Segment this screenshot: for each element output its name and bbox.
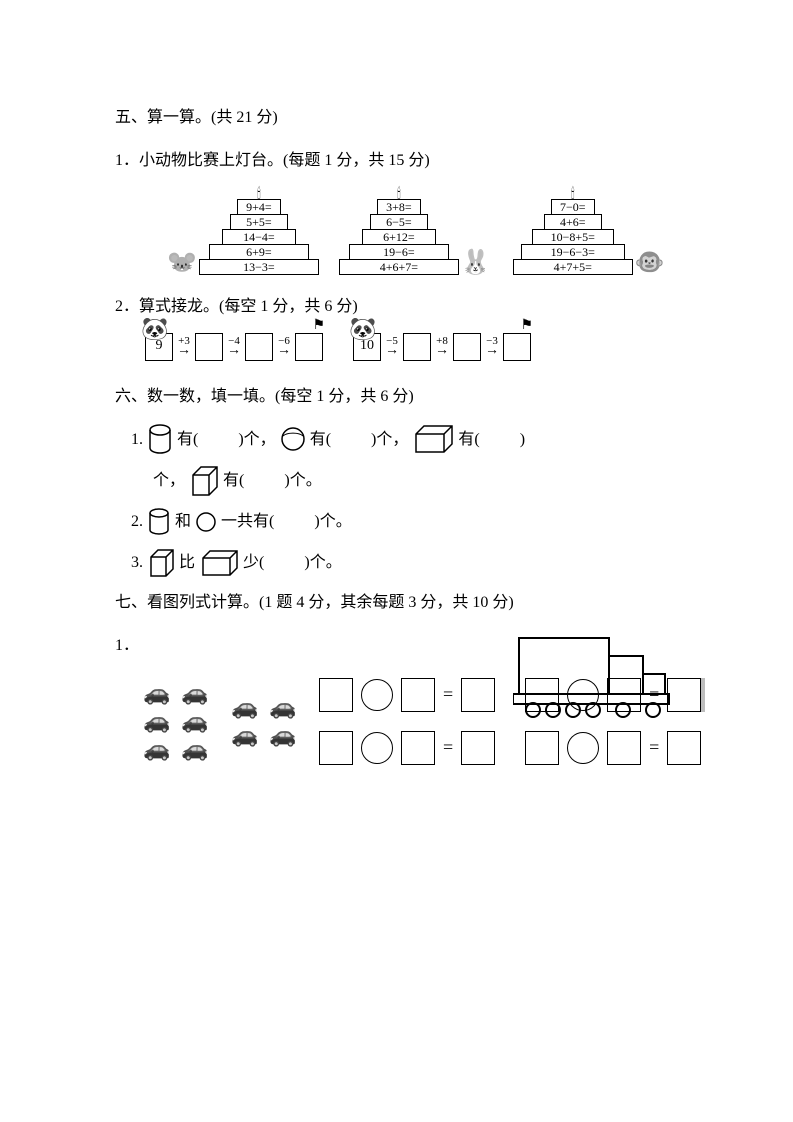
eq-blank[interactable] (667, 731, 701, 765)
flag-icon: ⚑ (312, 311, 325, 342)
blank[interactable] (202, 422, 234, 457)
car-group-2: 🚗 🚗 🚗 🚗 (231, 696, 301, 746)
car-icon: 🚗 (181, 738, 213, 760)
eq-blank[interactable] (461, 731, 495, 765)
panda-icon: 🐼 (141, 305, 168, 353)
text: 和 (175, 504, 191, 539)
q6-2-num: 2. (131, 504, 143, 539)
car-group-1: 🚗 🚗 🚗 🚗 🚗 🚗 (143, 682, 213, 760)
p3-s5: 4+7+5= (513, 259, 633, 275)
pyramid-3: 🕯 7−0= 4+6= 10−8+5= 19−6−3= 4+7+5= (513, 188, 633, 275)
cylinder-icon (147, 508, 171, 536)
p2-s5: 4+6+7= (339, 259, 459, 275)
q6-1-line1: 1. 有( )个， 有( )个， 有( ) (131, 422, 683, 457)
sphere-icon (280, 426, 306, 452)
car-icon: 🚗 (181, 682, 213, 704)
sphere-icon (195, 511, 217, 533)
car-icon: 🚗 (231, 696, 263, 718)
eq-op-blank[interactable] (567, 732, 599, 764)
cube-icon (189, 465, 219, 497)
text: 个， (153, 463, 185, 498)
blank[interactable] (248, 463, 280, 498)
eq-op-blank[interactable] (361, 679, 393, 711)
flag-icon: ⚑ (520, 311, 533, 342)
text: 有( (458, 422, 479, 457)
monkey-icon: 🐵 (635, 251, 665, 275)
eq-blank[interactable] (401, 731, 435, 765)
q6-1-num: 1. (131, 422, 143, 457)
section-7-title: 七、看图列式计算。(1 题 4 分，其余每题 3 分，共 10 分) (115, 585, 683, 620)
chain2-blank1[interactable] (403, 333, 431, 361)
section-6-title: 六、数一数，填一填。(每空 1 分，共 6 分) (115, 379, 683, 414)
eq-blank[interactable] (319, 678, 353, 712)
text: 有( (223, 463, 244, 498)
text: )个， (238, 422, 275, 457)
q6-3-num: 3. (131, 545, 143, 580)
eq-blank[interactable] (461, 678, 495, 712)
q6-2: 2. 和 一共有( )个。 (131, 504, 683, 539)
car-icon: 🚗 (181, 710, 213, 732)
text: )个。 (304, 545, 341, 580)
cube-icon (147, 548, 175, 578)
text: )个。 (314, 504, 351, 539)
mouse-icon: 🐭 (167, 251, 197, 275)
eq-blank[interactable] (607, 731, 641, 765)
eq-blank[interactable] (319, 731, 353, 765)
q6-1-line2: 个， 有( )个。 (153, 463, 683, 498)
chain1-blank1[interactable] (195, 333, 223, 361)
p1-s5: 13−3= (199, 259, 319, 275)
eq-blank[interactable] (525, 731, 559, 765)
chain2-blank2[interactable] (453, 333, 481, 361)
equals-sign: = (443, 675, 453, 715)
pyramid-2: 🕯 3+8= 6−5= 6+12= 19−6= 4+6+7= (339, 188, 459, 275)
pyramids-figure: 🐭 🕯 9+4= 5+5= 14−4= 6+9= 13−3= 🕯 3+8= 6−… (165, 188, 683, 275)
q6-3: 3. 比 少( )个。 (131, 545, 683, 580)
rabbit-icon: 🐰 (461, 251, 491, 275)
car-icon: 🚗 (143, 682, 175, 704)
chain-2: 🐼 10 −5→ +8→ −3→ ⚑ (353, 333, 531, 361)
text: )个。 (284, 463, 321, 498)
cylinder-icon (147, 424, 173, 454)
text: 有( (177, 422, 198, 457)
q5-1-title: 1．小动物比赛上灯台。(每题 1 分，共 15 分) (115, 143, 683, 178)
panda-icon: 🐼 (349, 305, 376, 353)
blank[interactable] (268, 545, 300, 580)
text: 有( (310, 422, 331, 457)
car-icon: 🚗 (143, 738, 175, 760)
car-icon: 🚗 (231, 724, 263, 746)
truck-icon (513, 632, 673, 722)
chain-1: 🐼 9 +3→ −4→ −6→ ⚑ (145, 333, 323, 361)
eq-blank[interactable] (401, 678, 435, 712)
blank[interactable] (278, 504, 310, 539)
eq-op-blank[interactable] (361, 732, 393, 764)
car-icon: 🚗 (269, 696, 301, 718)
cuboid-icon (412, 424, 454, 454)
chains-figure: 🐼 9 +3→ −4→ −6→ ⚑ 🐼 10 −5→ +8→ −3→ ⚑ (145, 333, 683, 361)
text: 一共有( (221, 504, 274, 539)
car-icon: 🚗 (143, 710, 175, 732)
text: 少( (243, 545, 264, 580)
pyramid-1: 🕯 9+4= 5+5= 14−4= 6+9= 13−3= (199, 188, 319, 275)
equals-sign: = (649, 728, 659, 768)
car-icon: 🚗 (269, 724, 301, 746)
section-5-title: 五、算一算。(共 21 分) (115, 100, 683, 135)
equals-sign: = (443, 728, 453, 768)
blank[interactable] (484, 422, 516, 457)
text: )个， (371, 422, 408, 457)
chain1-blank2[interactable] (245, 333, 273, 361)
blank[interactable] (335, 422, 367, 457)
equation-row-2: = = (319, 728, 701, 768)
cuboid-icon (199, 549, 239, 577)
q5-2-title: 2．算式接龙。(每空 1 分，共 6 分) (115, 289, 683, 324)
text: ) (520, 422, 525, 457)
text: 比 (179, 545, 195, 580)
